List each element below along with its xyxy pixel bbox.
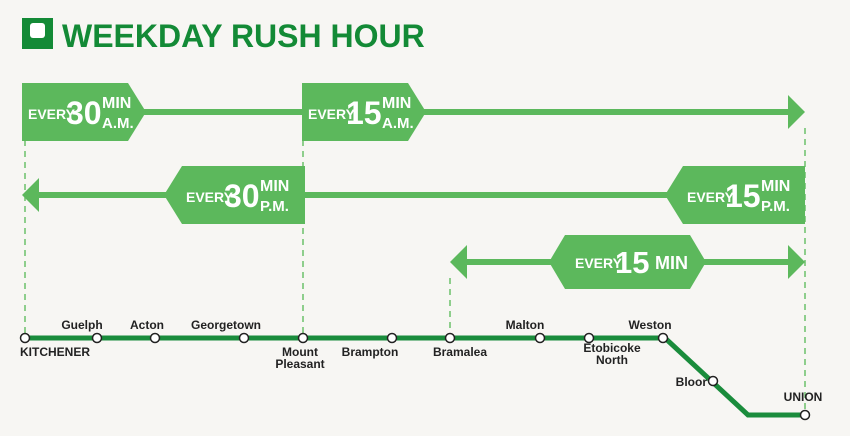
station-label: Mount Pleasant <box>275 345 324 371</box>
service-every: EVERY <box>687 189 735 205</box>
station-name-line: Acton <box>130 318 164 332</box>
service-number: 15 <box>346 95 382 131</box>
station-label: UNION <box>784 390 823 404</box>
service-label-box <box>665 166 805 224</box>
station-dot <box>149 332 161 344</box>
service-every: EVERY <box>308 106 356 122</box>
arrow-head <box>788 245 805 279</box>
service-every: EVERY <box>28 106 76 122</box>
service-number: 30 <box>224 178 260 214</box>
station-dot <box>19 332 31 344</box>
station-name-line: North <box>596 353 628 367</box>
station-label: Bramalea <box>433 345 487 359</box>
station-label: Etobicoke North <box>583 341 641 367</box>
station-name-line: Pleasant <box>275 357 324 371</box>
station-dot <box>386 332 398 344</box>
service-number: 15 <box>615 245 649 280</box>
station-dot <box>657 332 669 344</box>
station-label: Guelph <box>61 318 102 332</box>
station-name-line: Malton <box>506 318 545 332</box>
track <box>25 335 805 418</box>
station-label: Malton <box>506 318 545 332</box>
station-label: Acton <box>130 318 164 332</box>
arrow-head <box>22 178 39 212</box>
service-label-box <box>549 235 706 289</box>
service-label-box <box>164 166 305 224</box>
service-number: 30 <box>66 95 102 131</box>
station-name-line: Weston <box>628 318 671 332</box>
station-dot <box>238 332 250 344</box>
station-label: Weston <box>628 318 671 332</box>
station-dot <box>707 375 719 387</box>
service-every: EVERY <box>575 255 623 271</box>
service-unit: MIN <box>655 253 688 273</box>
arrow-head <box>450 245 467 279</box>
service-number: 15 <box>725 178 761 214</box>
station-name-line: Etobicoke <box>583 341 641 355</box>
station-dot <box>534 332 546 344</box>
service-label-box <box>302 83 426 141</box>
station-name-line: Mount <box>282 345 318 359</box>
service-period: A.M. <box>102 115 134 132</box>
service-unit: MIN <box>382 95 411 112</box>
service-period: P.M. <box>761 198 790 215</box>
station-name-line: Bloor <box>676 375 708 389</box>
service-period: P.M. <box>260 198 289 215</box>
station-name-line: UNION <box>784 390 823 404</box>
station-name-line: Georgetown <box>191 318 261 332</box>
train-icon-body <box>30 23 45 38</box>
station-name-line: KITCHENER <box>20 345 90 359</box>
station-dot <box>583 332 595 344</box>
station-dot <box>444 332 456 344</box>
service-unit: MIN <box>761 178 790 195</box>
title: WEEKDAY RUSH HOUR <box>62 18 425 54</box>
service-every: EVERY <box>186 189 234 205</box>
station-label: KITCHENER <box>20 345 90 359</box>
service-period: A.M. <box>382 115 414 132</box>
arrow-head <box>788 95 805 129</box>
station-name-line: Bramalea <box>433 345 487 359</box>
station-dot <box>799 409 811 421</box>
service-unit: MIN <box>102 95 131 112</box>
station-label: Brampton <box>342 345 399 359</box>
station-label: Bloor <box>676 375 708 389</box>
service-label-box <box>22 83 146 141</box>
station-dot <box>91 332 103 344</box>
service-unit: MIN <box>260 178 289 195</box>
station-dot <box>297 332 309 344</box>
station-label: Georgetown <box>191 318 261 332</box>
station-name-line: Brampton <box>342 345 399 359</box>
station-name-line: Guelph <box>61 318 102 332</box>
